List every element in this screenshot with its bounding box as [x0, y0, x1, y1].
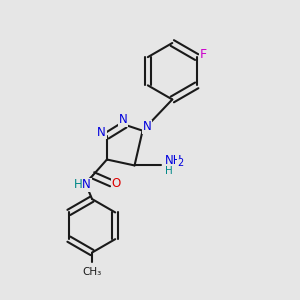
- Text: N: N: [97, 126, 106, 139]
- Text: F: F: [200, 48, 207, 61]
- Text: N: N: [82, 178, 91, 191]
- Text: O: O: [112, 177, 121, 190]
- Text: 2: 2: [177, 158, 184, 168]
- Text: N: N: [119, 113, 128, 126]
- Text: N: N: [143, 120, 152, 133]
- Text: H: H: [165, 166, 172, 176]
- Text: NH: NH: [165, 154, 182, 166]
- Text: H: H: [74, 178, 82, 191]
- Text: CH₃: CH₃: [82, 266, 102, 277]
